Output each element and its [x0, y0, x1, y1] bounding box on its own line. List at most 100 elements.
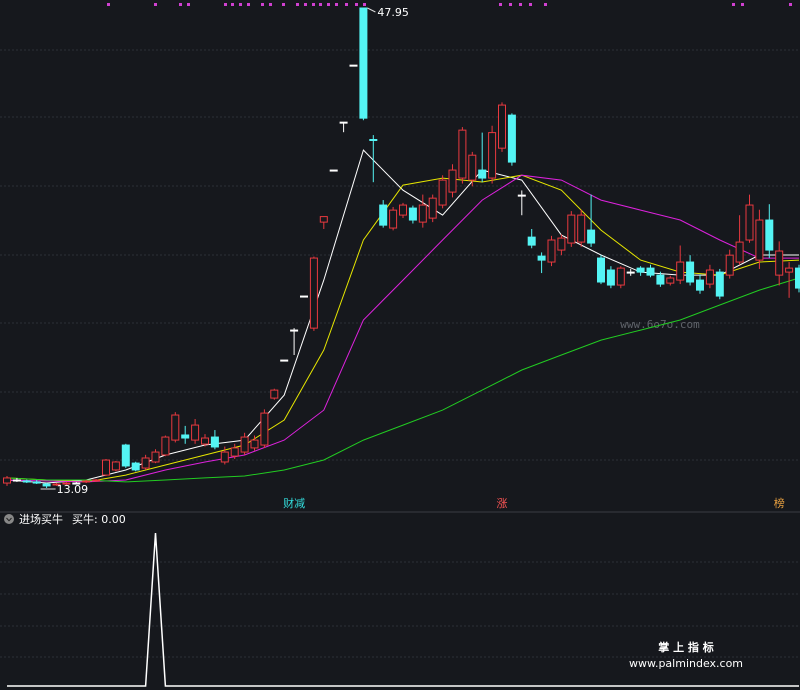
candle-body [201, 437, 209, 445]
candle-body [557, 237, 566, 251]
candle-body [468, 154, 477, 181]
candle-body [715, 271, 724, 297]
candle-body [527, 236, 536, 246]
collapse-icon[interactable] [4, 514, 14, 524]
top-marker [239, 3, 242, 6]
candle-body [270, 389, 279, 399]
indicator-line [7, 532, 799, 687]
candle-body [418, 204, 427, 223]
watermark: www.palmindex.com [629, 657, 743, 670]
candle-body [438, 179, 447, 206]
collapse-chevron [6, 517, 12, 522]
candle-body [517, 194, 526, 197]
watermark: 掌 上 指 标 [658, 640, 714, 654]
top-marker [312, 3, 315, 6]
top-marker [154, 3, 157, 6]
candle-body [547, 239, 556, 263]
candle-body [775, 250, 784, 276]
candle-body [656, 274, 665, 285]
candle-body [369, 138, 378, 141]
pointer [367, 7, 376, 13]
candle-body [577, 214, 586, 243]
candle-body [379, 204, 388, 226]
candle-body [171, 414, 180, 441]
top-marker [789, 3, 792, 6]
candle-body [111, 461, 120, 471]
candle-body [52, 483, 61, 486]
candle-body [478, 169, 487, 179]
top-marker [509, 3, 512, 6]
candle-body [339, 121, 348, 124]
low-label: 13.09 [57, 483, 89, 496]
candle-body [72, 482, 81, 485]
candle-body [676, 261, 685, 281]
candle-body [755, 219, 764, 261]
candle-body [567, 214, 576, 244]
top-marker [345, 3, 348, 6]
candle-body [745, 204, 754, 241]
top-marker [732, 3, 735, 6]
indicator-legend: 买牛: 0.00 [72, 512, 126, 526]
candle-body [3, 477, 11, 484]
candle-body [280, 359, 289, 362]
signal-label: 财减 [283, 496, 305, 510]
signal-label: 榜 [774, 496, 785, 510]
candle-body [42, 483, 51, 487]
candle-body [389, 209, 398, 229]
top-marker [519, 3, 522, 6]
candle-body [92, 479, 101, 482]
candle-body [448, 169, 457, 193]
candle-body [399, 204, 407, 216]
candle-body [646, 267, 655, 276]
candle-body [428, 197, 437, 219]
top-marker [355, 3, 358, 6]
candle-body [349, 64, 358, 67]
top-marker [319, 3, 322, 6]
candle-body [597, 257, 605, 283]
candle-body [181, 434, 190, 439]
candle-body [161, 436, 170, 456]
top-marker [335, 3, 338, 6]
candle-body [32, 481, 41, 484]
candle-body [488, 132, 497, 179]
top-marker [499, 3, 502, 6]
top-marker [741, 3, 744, 6]
candle-body [141, 457, 150, 469]
indicator-title: 进场买牛 [19, 512, 63, 526]
candle-body [606, 269, 615, 286]
candle-body [309, 257, 318, 329]
candle-body [458, 129, 467, 179]
top-marker [224, 3, 227, 6]
candle-body [705, 269, 714, 285]
candle-body [82, 480, 91, 483]
candle-body [408, 207, 417, 221]
candle-body [12, 479, 21, 482]
candle-body [626, 271, 635, 274]
candle-body [329, 169, 338, 172]
candle-body [210, 436, 219, 448]
high-label: 47.95 [377, 6, 409, 19]
watermark: www.6o7o.com [620, 318, 700, 331]
candle-body [587, 229, 596, 244]
top-marker [296, 3, 299, 6]
candle-body [507, 114, 516, 163]
candle-body [121, 444, 130, 467]
moving-average [6, 174, 799, 483]
top-marker [327, 3, 330, 6]
candle-body [230, 447, 239, 457]
candle-body [102, 459, 110, 476]
moving-average [6, 174, 800, 483]
top-marker [261, 3, 264, 6]
candle-body [696, 279, 704, 291]
top-marker [282, 3, 285, 6]
candle-body [62, 482, 71, 485]
candle-body [319, 216, 328, 223]
candle-body [725, 254, 734, 276]
top-marker [363, 3, 366, 6]
candle-body [537, 255, 546, 261]
candle-body [359, 7, 368, 119]
candle-body [498, 104, 506, 149]
candle-body [795, 267, 800, 289]
